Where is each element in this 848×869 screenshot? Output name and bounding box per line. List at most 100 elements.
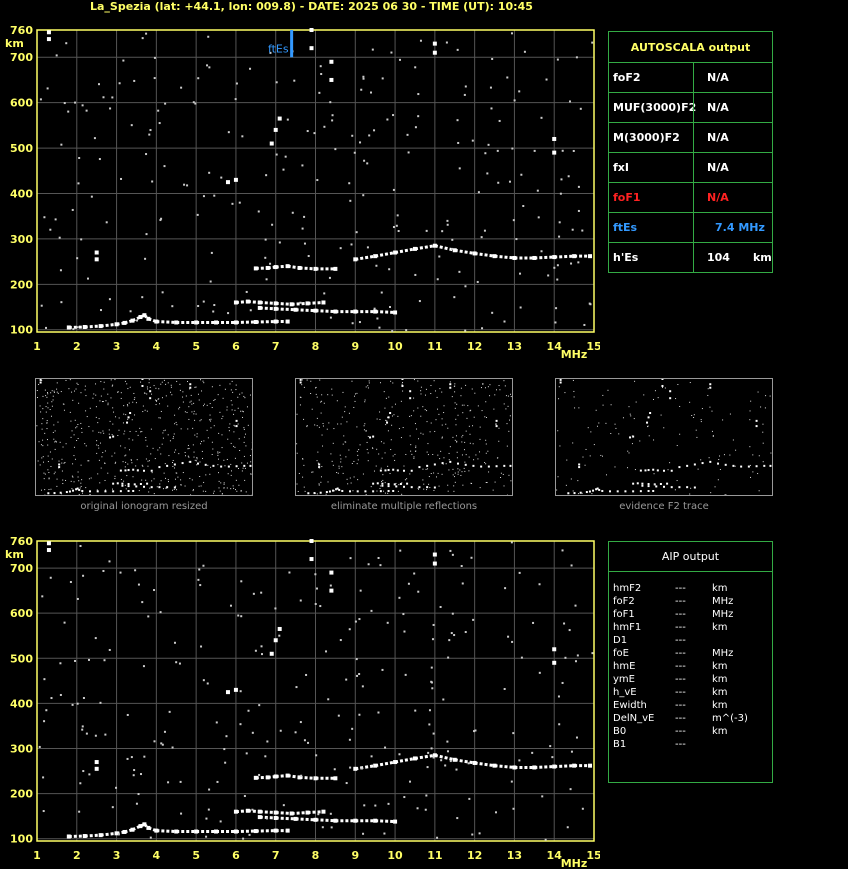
noise-dot bbox=[436, 836, 439, 839]
thumb-noise bbox=[227, 438, 229, 440]
thumb-noise bbox=[425, 388, 427, 390]
noise-dot bbox=[126, 757, 129, 760]
thumb-noise bbox=[159, 417, 161, 419]
thumb-point bbox=[686, 486, 689, 489]
trace-point bbox=[46, 541, 51, 546]
thumb-noise bbox=[426, 451, 428, 453]
thumb-noise bbox=[51, 405, 53, 407]
noise-dot bbox=[133, 79, 136, 82]
thumb-point bbox=[396, 469, 399, 472]
noise-dot bbox=[512, 807, 515, 810]
thumb-noise bbox=[85, 395, 87, 397]
aip-header: AIP output bbox=[609, 542, 772, 572]
thumb-noise bbox=[627, 450, 629, 452]
aip-panel: AIP output hmF2 --- km foF2 --- MHz foF1 --- MHz… bbox=[608, 541, 773, 783]
thumb-noise bbox=[424, 409, 426, 411]
thumb-noise bbox=[53, 424, 55, 426]
thumb-noise bbox=[303, 486, 305, 488]
noise-dot bbox=[141, 296, 144, 299]
thumb-noise bbox=[669, 462, 671, 464]
thumb-noise bbox=[199, 420, 201, 422]
noise-dot bbox=[269, 262, 272, 265]
thumb-noise bbox=[614, 423, 616, 425]
noise-dot bbox=[376, 317, 379, 320]
thumb-noise bbox=[185, 455, 187, 457]
noise-dot bbox=[446, 740, 449, 743]
thumb-noise bbox=[750, 400, 752, 402]
thumb-noise bbox=[306, 425, 308, 427]
noise-dot bbox=[234, 98, 237, 101]
thumb-noise bbox=[455, 435, 457, 437]
noise-dot bbox=[425, 229, 428, 232]
thumb-noise bbox=[474, 392, 476, 394]
noise-dot bbox=[511, 640, 514, 643]
thumb-noise bbox=[714, 486, 716, 488]
noise-dot bbox=[441, 230, 444, 233]
thumb-noise bbox=[232, 485, 234, 487]
noise-dot bbox=[249, 67, 252, 70]
thumb-noise bbox=[167, 405, 169, 407]
thumb-noise bbox=[382, 479, 384, 481]
trace-segment bbox=[474, 761, 495, 768]
thumb-noise bbox=[430, 393, 432, 395]
thumb-noise bbox=[77, 383, 79, 385]
thumb-noise bbox=[559, 445, 561, 447]
thumb-noise bbox=[184, 452, 186, 454]
thumb-noise bbox=[311, 471, 313, 473]
thumb-noise bbox=[172, 489, 174, 491]
thumb-noise bbox=[142, 465, 144, 467]
thumb-noise bbox=[174, 414, 176, 416]
noise-dot bbox=[286, 118, 289, 121]
thumb-noise bbox=[401, 383, 403, 385]
thumb-noise bbox=[631, 435, 633, 437]
trace-point bbox=[277, 626, 282, 631]
thumb-noise bbox=[356, 426, 358, 428]
thumb-noise bbox=[153, 478, 155, 480]
noise-dot bbox=[544, 838, 547, 841]
noise-dot bbox=[576, 654, 579, 657]
trace-segment bbox=[355, 764, 376, 771]
thumb-noise bbox=[356, 463, 358, 465]
noise-dot bbox=[85, 732, 88, 735]
thumb-noise bbox=[123, 405, 125, 407]
noise-dot bbox=[481, 327, 484, 330]
thumb-noise bbox=[219, 451, 221, 453]
thumb-noise bbox=[709, 406, 711, 408]
thumbnail-caption: eliminate multiple reflections bbox=[330, 501, 478, 512]
thumb-noise bbox=[213, 399, 215, 401]
thumb-noise bbox=[129, 431, 131, 433]
noise-dot bbox=[145, 153, 148, 156]
noise-dot bbox=[183, 183, 186, 186]
thumb-noise bbox=[50, 465, 52, 467]
thumb-noise bbox=[134, 414, 136, 416]
thumb-noise bbox=[219, 490, 221, 492]
noise-dot bbox=[362, 75, 365, 78]
thumb-noise bbox=[194, 419, 196, 421]
thumb-noise bbox=[148, 460, 150, 462]
thumb-noise bbox=[184, 411, 186, 413]
thumb-noise bbox=[577, 480, 579, 482]
thumb-noise bbox=[316, 493, 318, 495]
thumb-noise bbox=[154, 399, 156, 401]
thumb-noise bbox=[190, 400, 192, 402]
noise-dot bbox=[360, 88, 363, 91]
noise-dot bbox=[305, 673, 308, 676]
thumb-noise bbox=[316, 417, 318, 419]
thumb-noise bbox=[433, 472, 435, 474]
noise-dot bbox=[141, 37, 144, 40]
thumb-noise bbox=[357, 454, 359, 456]
thumb-noise bbox=[112, 488, 114, 490]
noise-dot bbox=[476, 280, 479, 283]
thumb-noise bbox=[463, 449, 465, 451]
thumb-noise bbox=[174, 478, 176, 480]
noise-dot bbox=[438, 255, 441, 258]
noise-dot bbox=[63, 621, 66, 624]
thumb-noise bbox=[582, 456, 584, 458]
noise-dot bbox=[547, 274, 550, 277]
aip-row-hmf1: hmF1 --- km bbox=[613, 622, 773, 635]
trace-point bbox=[257, 815, 262, 820]
thumb-noise bbox=[182, 401, 184, 403]
noise-dot bbox=[484, 152, 487, 155]
thumb-noise bbox=[331, 394, 333, 396]
thumb-noise bbox=[379, 411, 381, 413]
